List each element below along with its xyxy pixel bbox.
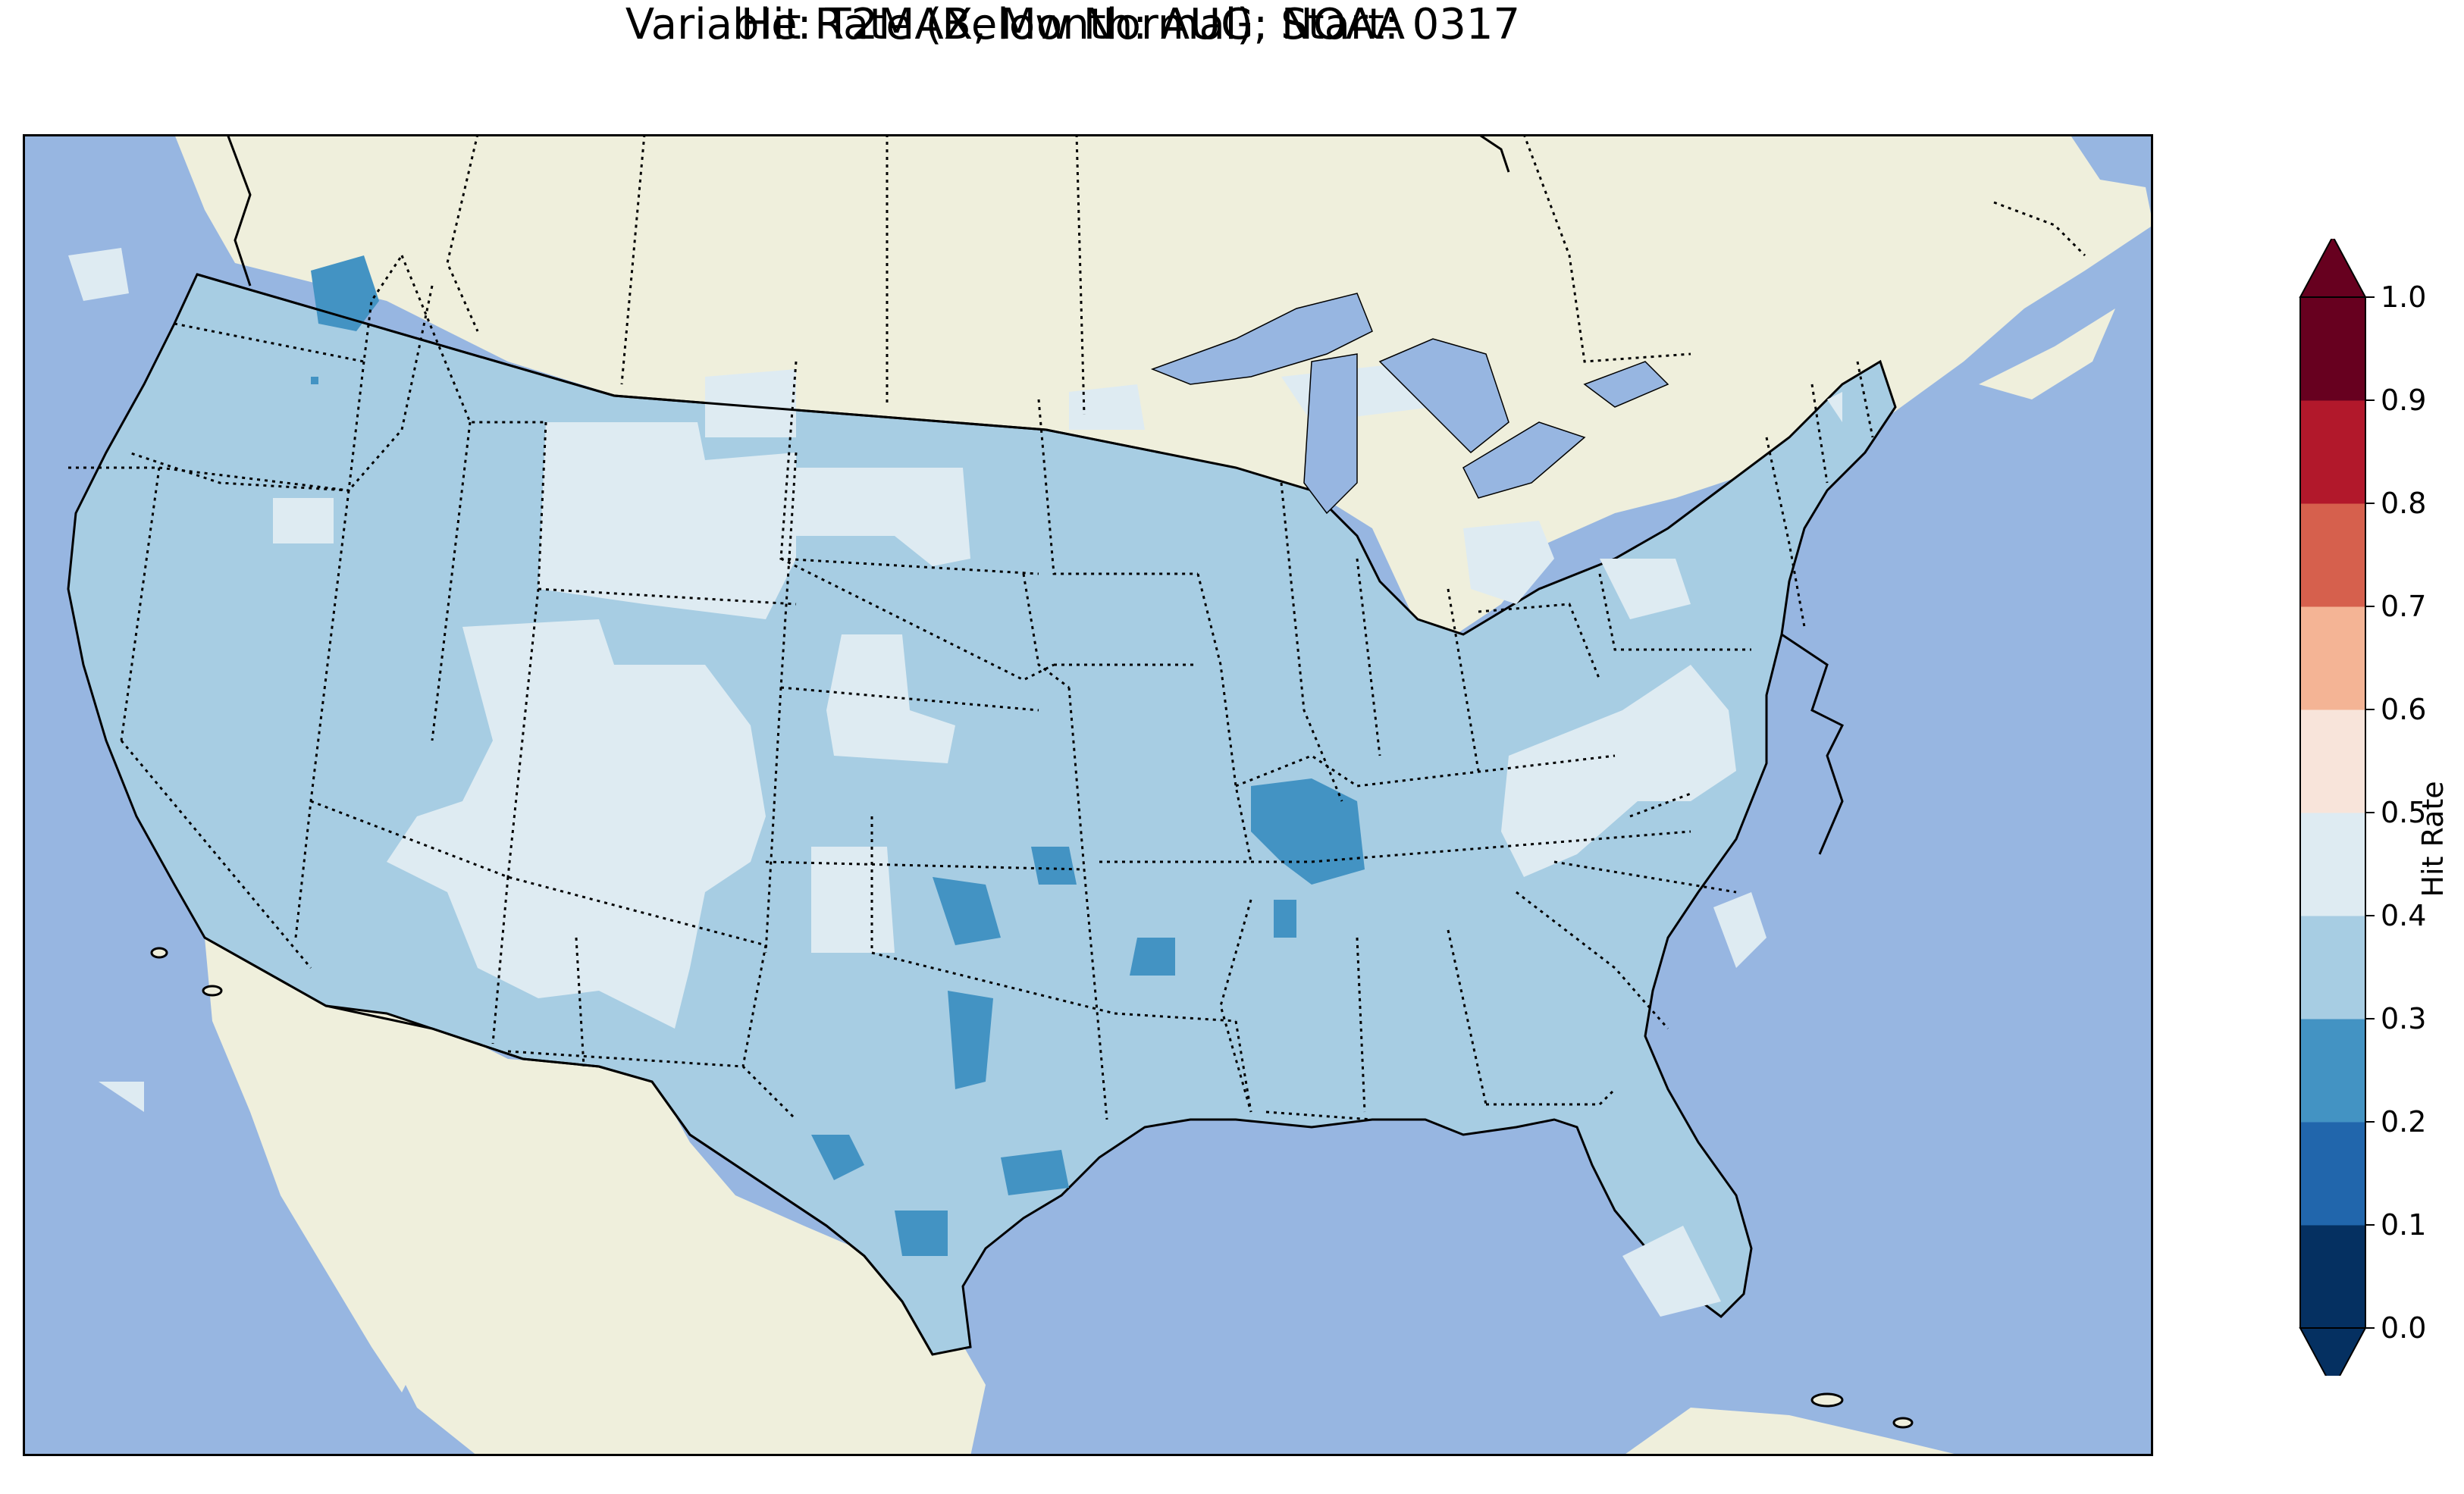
colorbar-tick-label: 0.1 — [2381, 1208, 2426, 1242]
colorbar-bin — [2300, 813, 2365, 916]
canada-province-lines — [446, 134, 2086, 415]
colorbar-tick-label: 0.5 — [2381, 796, 2426, 829]
map-title-line-1: Hit Rate (Below Normal): NOAA — [740, 0, 1406, 49]
hit-rate-0.2-0.3-regions — [311, 255, 1365, 1256]
country-borders — [196, 273, 1161, 1355]
map-title-line-2: Variable: T2MAX, Month: AUG, Start: 0317 — [625, 0, 1521, 49]
nova-scotia-land — [1979, 309, 2115, 399]
hit-rate-0.4-0.5-regions — [68, 248, 1842, 1317]
colorbar-tick-label: 0.4 — [2381, 899, 2426, 932]
colorbar-bin — [2300, 606, 2365, 710]
cuba-land — [1622, 1408, 1964, 1456]
map-panel — [23, 134, 2153, 1456]
colorbar-bin — [2300, 400, 2365, 504]
colorbar: 0.0 0.1 0.2 0.3 0.4 0.5 0.6 0.7 0.8 0.9 1.0 Hit Ra… — [2299, 239, 2449, 1376]
colorbar-tick-label: 0.0 — [2381, 1311, 2426, 1345]
canada-land — [174, 134, 2153, 634]
colorbar-tick-label: 0.7 — [2381, 590, 2426, 623]
colorbar-extend-high — [2299, 239, 2367, 298]
baja-land — [205, 938, 417, 1392]
colorbar-tick-label: 0.6 — [2381, 693, 2426, 726]
colorbar-tick-label: 0.3 — [2381, 1002, 2426, 1035]
state-boundaries — [68, 255, 1874, 1121]
colorbar-bins — [2299, 239, 2367, 1376]
colorbar-bin — [2300, 1122, 2365, 1226]
colorbar-bin — [2300, 297, 2365, 401]
colorbar-bin — [2300, 916, 2365, 1019]
colorbar-extend-low — [2299, 1327, 2367, 1376]
colorbar-bin — [2300, 1225, 2365, 1329]
colorbar-tick-label: 0.2 — [2381, 1105, 2426, 1139]
colorbar-tick-label: 1.0 — [2381, 280, 2426, 314]
colorbar-label: Hit Rate — [2416, 781, 2449, 897]
map-frame — [23, 134, 2153, 1456]
colorbar-bin — [2300, 503, 2365, 607]
colorbar-ticks: 0.0 0.1 0.2 0.3 0.4 0.5 0.6 0.7 0.8 0.9 1.0 — [2365, 280, 2426, 1345]
great-lakes — [1150, 293, 1669, 515]
colorbar-tick-label: 0.9 — [2381, 384, 2426, 417]
islands — [150, 947, 1914, 1429]
colorbar-tick-label: 0.8 — [2381, 487, 2426, 520]
coastlines — [226, 134, 1845, 855]
colorbar-bin — [2300, 709, 2365, 813]
colorbar-bin — [2300, 1019, 2365, 1123]
